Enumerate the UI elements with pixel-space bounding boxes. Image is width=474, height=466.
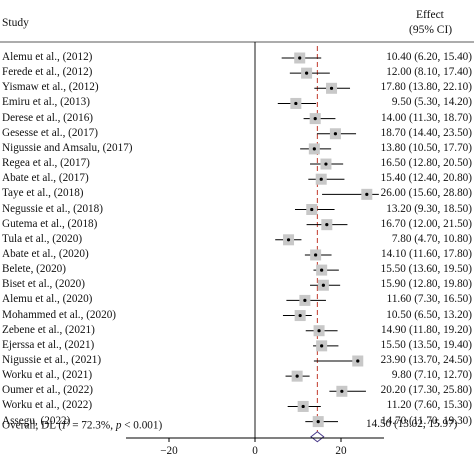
effect-value: 13.20 (9.30, 18.50) (386, 202, 472, 215)
effect-value: 14.70 (11.70, 19.30) (381, 414, 472, 427)
point-estimate (317, 329, 321, 333)
study-label: Belete, (2020) (2, 263, 66, 276)
x-tick-label: −20 (160, 445, 178, 457)
study-label: Worku et al., (2022) (2, 399, 93, 412)
effect-value: 16.50 (12.80, 20.50) (380, 157, 472, 170)
study-label: Assegu, (2022) (2, 414, 71, 427)
effect-value: 12.00 (8.10, 17.40) (386, 66, 472, 79)
ci-header: (95% CI) (409, 24, 453, 36)
effect-value: 10.50 (6.50, 13.20) (386, 308, 472, 321)
study-label: Ejerssa et al., (2021) (2, 338, 95, 351)
study-label: Tula et al., (2020) (2, 232, 83, 245)
effect-value: 15.50 (13.50, 19.40) (380, 338, 472, 351)
point-estimate (324, 162, 328, 166)
effect-value: 23.90 (13.70, 24.50) (380, 354, 472, 366)
study-header: Study (2, 17, 29, 29)
effect-value: 9.80 (7.10, 12.70) (391, 369, 472, 382)
effect-value: 15.50 (13.60, 19.50) (380, 263, 472, 276)
study-label: Nigussie and Amsalu, (2017) (2, 141, 133, 154)
point-estimate (312, 147, 316, 151)
point-estimate (333, 132, 338, 136)
point-estimate (305, 71, 309, 75)
point-estimate (320, 344, 324, 348)
effect-value: 15.40 (12.40, 20.80) (380, 172, 472, 185)
study-label: Derese et al., (2016) (2, 111, 94, 124)
overall-label: Overall, DL (I2 = 72.3%, p < 0.001) (2, 418, 163, 432)
point-estimate (356, 359, 360, 363)
point-estimate (298, 313, 302, 318)
study-label: Nigussie et al., (2021) (2, 354, 102, 366)
study-label: Negussie et al., (2018) (2, 202, 103, 215)
effect-value: 11.60 (7.30, 16.50) (386, 293, 472, 306)
overall-effect: 14.50 (13.02, 15.97) (366, 418, 458, 430)
point-estimate (316, 420, 320, 424)
study-label: Gutema et al., (2018) (2, 217, 98, 230)
effect-value: 10.40 (6.20, 15.40) (386, 51, 472, 63)
study-label: Alemu et al., (2020) (2, 293, 93, 306)
study-label: Worku et al., (2021) (2, 369, 93, 382)
study-label: Abate et al., (2020) (2, 247, 89, 260)
effect-value: 14.10 (11.60, 17.80) (381, 247, 472, 260)
point-estimate (314, 253, 318, 257)
effect-value: 18.70 (14.40, 23.50) (380, 126, 472, 139)
study-label: Taye et al., (2018) (2, 187, 84, 200)
point-estimate (301, 404, 305, 409)
effect-value: 13.80 (10.50, 17.70) (380, 141, 472, 154)
effect-value: 11.20 (7.60, 15.30) (386, 399, 472, 412)
point-estimate (294, 101, 298, 106)
effect-value: 15.90 (12.80, 19.80) (380, 278, 472, 291)
effect-value: 7.80 (4.70, 10.80) (391, 232, 472, 245)
effect-value: 17.80 (13.80, 22.10) (380, 81, 472, 94)
study-label: Zebene et al., (2021) (2, 323, 95, 336)
x-tick-label: 0 (252, 445, 258, 457)
point-estimate (325, 223, 329, 227)
effect-value: 16.70 (12.00, 21.50) (380, 217, 472, 230)
effect-value: 9.50 (5.30, 14.20) (391, 96, 472, 109)
point-estimate (303, 298, 307, 302)
point-estimate (286, 238, 291, 242)
x-tick-label: 20 (335, 445, 347, 457)
effect-header: Effect (416, 9, 444, 21)
effect-value: 20.20 (17.30, 25.80) (380, 384, 472, 397)
study-label: Alemu et al., (2012) (2, 51, 93, 63)
point-estimate (313, 117, 317, 121)
point-estimate (321, 283, 325, 287)
study-label: Emiru et al., (2013) (2, 96, 90, 109)
effect-value: 26.00 (15.60, 28.80) (380, 187, 472, 200)
point-estimate (329, 86, 334, 90)
study-label: Biset et al., (2020) (2, 278, 85, 291)
study-label: Regea et al., (2017) (2, 157, 90, 170)
point-estimate (320, 268, 324, 272)
effect-value: 14.90 (11.80, 19.20) (381, 323, 472, 336)
study-label: Ferede et al., (2012) (2, 66, 93, 79)
point-estimate (310, 207, 314, 212)
point-estimate (298, 56, 302, 60)
pooled-diamond (310, 431, 325, 443)
study-label: Oumer et al., (2022) (2, 384, 94, 397)
point-estimate (365, 192, 369, 196)
point-estimate (295, 374, 299, 378)
study-label: Mohammed et al., (2020) (2, 308, 117, 321)
effect-value: 14.00 (11.30, 18.70) (381, 111, 472, 124)
study-label: Yismaw et al., (2012) (2, 81, 99, 94)
point-estimate (319, 177, 323, 181)
study-label: Abate et al., (2017) (2, 172, 89, 185)
point-estimate (340, 389, 344, 393)
study-label: Gesesse et al., (2017) (2, 126, 98, 139)
